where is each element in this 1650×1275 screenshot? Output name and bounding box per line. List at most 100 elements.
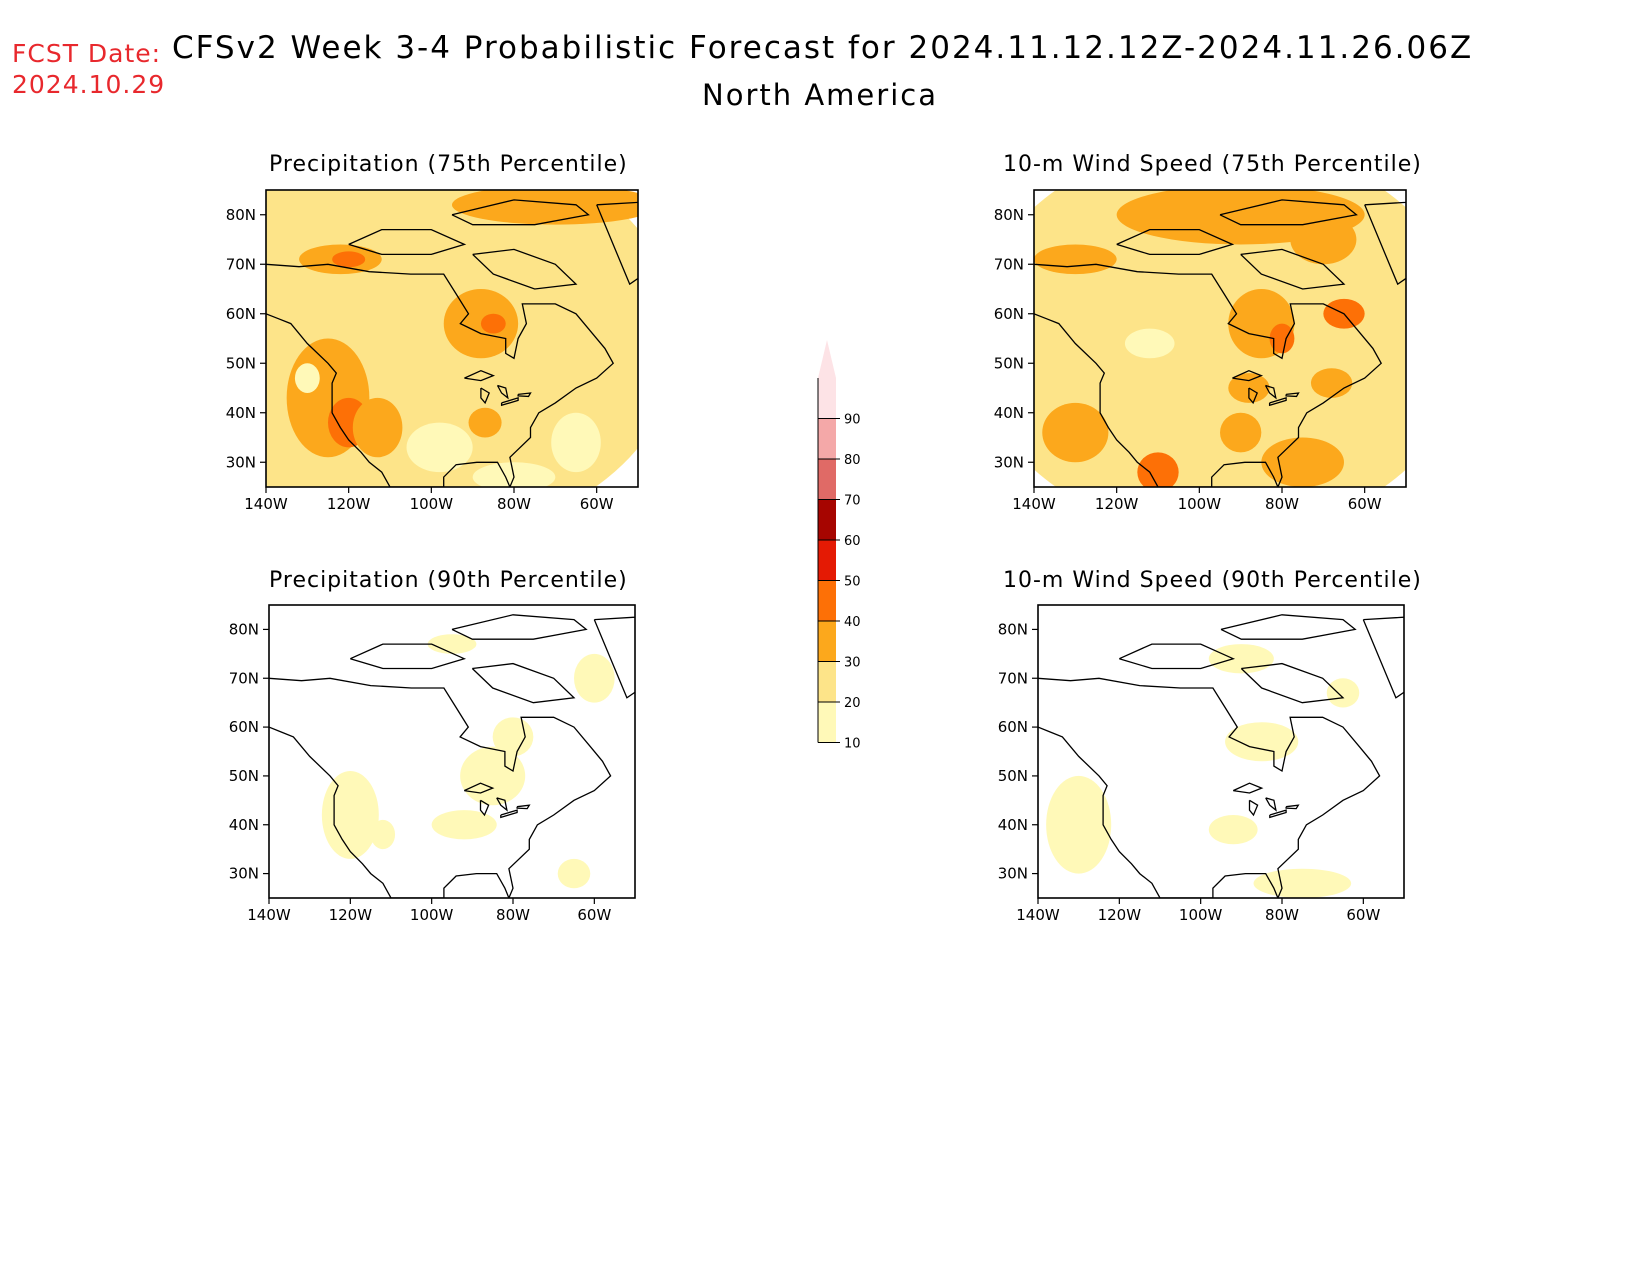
lat-tick-label: 30N (998, 865, 1028, 883)
lon-tick-label: 120W (1095, 495, 1139, 513)
coastline-island (1119, 643, 1236, 670)
coastline-island (472, 248, 578, 290)
great-lake-outline (1264, 384, 1277, 400)
great-lake-outline (479, 799, 490, 817)
colorbar-swatch (818, 621, 836, 662)
lon-tick-label: 80W (497, 495, 531, 513)
main-title: CFSv2 Week 3-4 Probabilistic Forecast fo… (172, 30, 1474, 66)
colorbar-swatch (818, 418, 836, 459)
probability-contour-fill (427, 634, 477, 654)
great-lake-outline (1268, 397, 1287, 407)
colorbar-label: 60 (844, 534, 861, 549)
probability-contour-fill (332, 251, 366, 268)
probability-contour-fill (1310, 368, 1353, 398)
lon-tick-label: 80W (496, 906, 530, 924)
great-lake-outline (1285, 392, 1300, 398)
colorbar-swatch (818, 378, 836, 419)
coastline-island (1240, 662, 1345, 704)
lon-tick-label: 60W (580, 495, 614, 513)
colorbar-swatch (818, 580, 836, 621)
lon-tick-label: 100W (410, 495, 454, 513)
colorbar-swatch (818, 540, 836, 581)
colorbar-label: 40 (844, 615, 861, 630)
great-lake-outline (500, 397, 519, 407)
map-frame (1037, 604, 1405, 899)
colorbar-swatch (818, 702, 836, 743)
lat-tick-label: 70N (994, 255, 1024, 273)
probability-contour-fill (574, 653, 615, 703)
lat-tick-label: 50N (994, 354, 1024, 372)
lon-tick-label: 60W (577, 906, 611, 924)
probability-contour-fill (352, 397, 403, 458)
lat-tick-label: 40N (226, 404, 256, 422)
probability-contour-fill (557, 858, 591, 889)
great-lake-outline (500, 809, 518, 819)
colorbar-label: 10 (844, 737, 861, 752)
probability-contour-fill (321, 771, 379, 859)
lon-tick-label: 140W (1012, 495, 1056, 513)
panel-title-wind-90: 10-m Wind Speed (90th Percentile) (1003, 568, 1422, 593)
coastline-island (1116, 228, 1235, 256)
lat-tick-label: 60N (226, 305, 256, 323)
lon-tick-label: 60W (1346, 906, 1380, 924)
lon-tick-label: 60W (1348, 495, 1382, 513)
lat-tick-label: 40N (998, 816, 1028, 834)
lat-tick-label: 70N (229, 669, 259, 687)
colorbar-swatch (818, 459, 836, 500)
coastline-island (350, 643, 467, 670)
probability-contour-fill (452, 190, 638, 225)
coastline-island (596, 201, 638, 286)
forecast-date-value: 2024.10.29 (12, 70, 166, 99)
great-lake-outline (1232, 369, 1264, 382)
map-panel-wind-75 (1034, 190, 1406, 487)
lat-tick-label: 60N (998, 718, 1028, 736)
probability-contour-fill (1034, 244, 1117, 275)
lon-tick-label: 140W (244, 495, 288, 513)
panel-title-precip-75: Precipitation (75th Percentile) (269, 152, 628, 177)
coastline-island (1240, 248, 1346, 290)
map-frame (1033, 189, 1407, 488)
colorbar-cap-bottom (818, 742, 836, 781)
great-lake-outline (496, 384, 509, 400)
panel-title-wind-75: 10-m Wind Speed (75th Percentile) (1003, 152, 1422, 177)
probability-contour-fill (468, 407, 502, 438)
lat-tick-label: 50N (226, 354, 256, 372)
lat-tick-label: 30N (994, 453, 1024, 471)
map-panel-precip-75 (266, 190, 638, 487)
coastline (269, 677, 612, 898)
probability-contour-fill (1042, 402, 1109, 463)
colorbar-label: 90 (844, 413, 861, 428)
great-lake-outline (480, 387, 491, 405)
probability-contour-fill (1253, 868, 1352, 898)
lon-tick-label: 120W (327, 495, 371, 513)
colorbar-label: 20 (844, 696, 861, 711)
coastline (1034, 263, 1383, 487)
great-lake-outline (1232, 782, 1264, 794)
coastline-island (451, 199, 590, 226)
coastline-island (1219, 199, 1358, 226)
colorbar-label: 30 (844, 656, 861, 671)
lon-tick-label: 100W (1178, 495, 1222, 513)
probability-contour-fill (1034, 190, 1406, 487)
map-frame (268, 604, 636, 899)
probability-contour-fill (1225, 722, 1299, 762)
lon-tick-label: 80W (1265, 495, 1299, 513)
probability-contour-fill (1261, 437, 1344, 487)
lon-tick-label: 140W (247, 906, 291, 924)
coastline-island (471, 662, 576, 704)
probability-contour-fill (1046, 775, 1112, 874)
colorbar-label: 80 (844, 453, 861, 468)
probability-contour-fill (294, 363, 320, 393)
probability-contour-fill (480, 313, 506, 334)
great-lake-outline (1265, 797, 1277, 812)
lat-tick-label: 40N (229, 816, 259, 834)
lat-tick-label: 80N (994, 206, 1024, 224)
lat-tick-label: 50N (998, 767, 1028, 785)
lon-tick-label: 140W (1016, 906, 1060, 924)
lat-tick-label: 70N (226, 255, 256, 273)
probability-contour-fill (460, 746, 526, 806)
colorbar-swatch (818, 661, 836, 702)
coastline-island (348, 228, 467, 256)
probability-contour-fill (1220, 412, 1262, 453)
